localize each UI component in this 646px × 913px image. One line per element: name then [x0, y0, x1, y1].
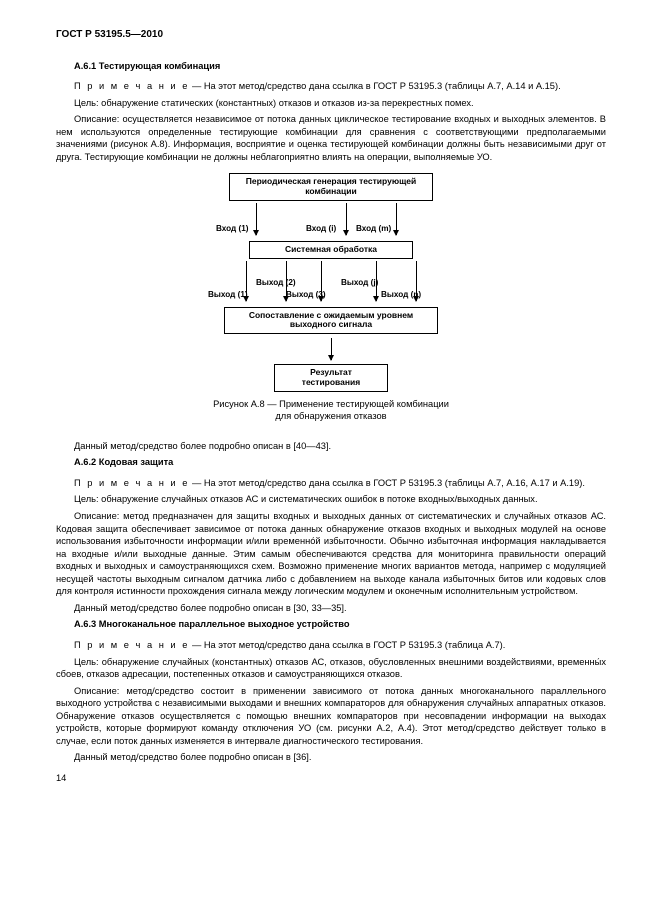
- label-out2: Выход (2): [256, 277, 296, 288]
- note-prefix: П р и м е ч а н и е: [74, 81, 189, 91]
- a63-goal: Цель: обнаружение случайных (константных…: [56, 656, 606, 681]
- a63-note: П р и м е ч а н и е — На этот метод/сред…: [56, 639, 606, 652]
- figure-caption: Рисунок А.8 — Применение тестирующей ком…: [56, 398, 606, 422]
- arrows-outputs: Выход (1) Выход (2) Выход (3) Выход (j) …: [186, 259, 476, 307]
- a61-ref: Данный метод/средство более подробно опи…: [56, 440, 606, 453]
- note-text: — На этот метод/средство дана ссылка в Г…: [189, 640, 505, 650]
- a62-note: П р и м е ч а н и е — На этот метод/сред…: [56, 477, 606, 490]
- section-a62-title: А.6.2 Кодовая защита: [56, 456, 606, 469]
- a62-ref: Данный метод/средство более подробно опи…: [56, 602, 606, 615]
- note-prefix: П р и м е ч а н и е: [74, 640, 189, 650]
- label-outn: Выход (n): [381, 289, 421, 300]
- system-box: Системная обработка: [249, 241, 413, 259]
- page-number: 14: [56, 772, 606, 785]
- label-out3: Выход (3): [286, 289, 326, 300]
- label-out1: Выход (1): [208, 289, 248, 300]
- figure-a8-diagram: Периодическая генерация тестирующей комб…: [186, 173, 476, 391]
- a62-desc: Описание: метод предназначен для защиты …: [56, 510, 606, 598]
- label-outj: Выход (j): [341, 277, 378, 288]
- a61-desc: Описание: осуществляется независимое от …: [56, 113, 606, 163]
- arrows-inputs: Вход (1) Вход (i) Вход (m): [186, 201, 476, 241]
- a61-goal: Цель: обнаружение статических (константн…: [56, 97, 606, 110]
- a63-ref: Данный метод/средство более подробно опи…: [56, 751, 606, 764]
- figcap-line2: для обнаружения отказов: [275, 411, 386, 421]
- arrow-to-result: [186, 334, 476, 364]
- figcap-line1: Рисунок А.8 — Применение тестирующей ком…: [213, 399, 449, 409]
- gost-header: ГОСТ Р 53195.5—2010: [56, 28, 606, 42]
- periodic-box: Периодическая генерация тестирующей комб…: [229, 173, 433, 201]
- a62-goal: Цель: обнаружение случайных отказов АС и…: [56, 493, 606, 506]
- label-ini: Вход (i): [306, 223, 336, 234]
- a63-desc: Описание: метод/средство состоит в приме…: [56, 685, 606, 748]
- compare-box: Сопоставление с ожидаемым уровнем выходн…: [224, 307, 438, 335]
- note-prefix: П р и м е ч а н и е: [74, 478, 189, 488]
- note-text: — На этот метод/средство дана ссылка в Г…: [189, 478, 585, 488]
- section-a63-title: А.6.3 Многоканальное параллельное выходн…: [56, 618, 606, 631]
- label-in1: Вход (1): [216, 223, 249, 234]
- result-box: Результат тестирования: [274, 364, 388, 392]
- document-page: ГОСТ Р 53195.5—2010 А.6.1 Тестирующая ко…: [0, 0, 646, 794]
- a61-note: П р и м е ч а н и е — На этот метод/сред…: [56, 80, 606, 93]
- note-text: — На этот метод/средство дана ссылка в Г…: [189, 81, 560, 91]
- section-a61-title: А.6.1 Тестирующая комбинация: [56, 60, 606, 73]
- label-inm: Вход (m): [356, 223, 391, 234]
